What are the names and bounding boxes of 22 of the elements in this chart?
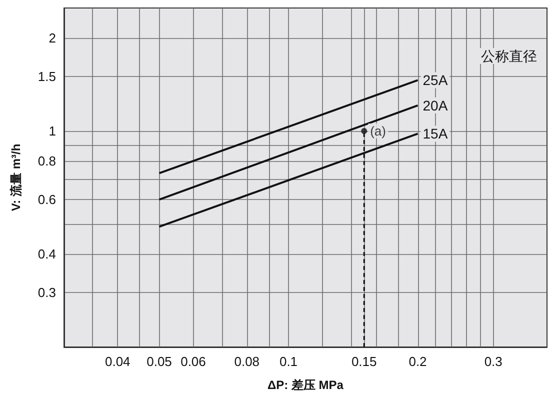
x-tick-label: 0.15 — [351, 354, 377, 369]
y-tick-label: 1.5 — [38, 69, 56, 84]
series-label: 15A — [422, 126, 448, 142]
legend-title: 公称直径 — [481, 48, 537, 64]
series-label: 20A — [422, 97, 448, 114]
annotation: (a) — [370, 123, 386, 138]
y-tick-label: 0.8 — [38, 153, 56, 168]
y-axis-title: V: 流量 m³/h — [9, 144, 23, 212]
y-tick-label: 0.4 — [38, 246, 56, 262]
y-tick-label: 0.3 — [38, 285, 56, 300]
x-axis-title: ΔP: 差压 MPa — [268, 378, 344, 392]
series-label: 25A — [422, 72, 448, 88]
x-tick-label: 0.1 — [279, 354, 298, 369]
y-tick-label: 1 — [48, 123, 56, 138]
x-tick-label: 0.3 — [484, 354, 502, 369]
y-tick-label: 0.6 — [38, 192, 56, 208]
x-tick-label: 0.04 — [104, 354, 130, 369]
x-tick-label: 0.08 — [234, 354, 260, 369]
y-tick-label: 2 — [48, 30, 56, 46]
x-tick-label: 0.06 — [180, 354, 206, 369]
x-tick-label: 0.05 — [146, 354, 172, 369]
x-tick-label: 0.2 — [408, 354, 427, 369]
